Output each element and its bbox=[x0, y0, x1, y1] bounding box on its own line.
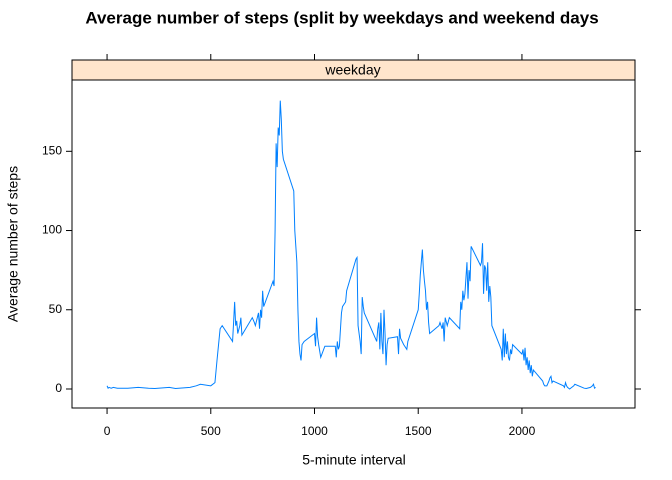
series-line bbox=[106, 100, 596, 390]
x-tick-label: 2000 bbox=[509, 424, 536, 438]
x-tick-label: 0 bbox=[104, 424, 111, 438]
y-tick-label: 100 bbox=[42, 223, 62, 237]
y-tick-label: 150 bbox=[42, 143, 62, 157]
y-axis-label: Average number of steps bbox=[5, 166, 21, 322]
y-tick-label: 0 bbox=[55, 381, 62, 395]
x-tick-label: 1000 bbox=[301, 424, 328, 438]
x-tick-label: 1500 bbox=[405, 424, 432, 438]
panel-border bbox=[71, 79, 636, 409]
chart-title: Average number of steps (split by weekda… bbox=[85, 8, 598, 27]
x-axis-label: 5-minute interval bbox=[302, 452, 406, 468]
y-tick-label: 50 bbox=[49, 302, 63, 316]
strip-label: weekday bbox=[324, 62, 380, 78]
x-tick-label: 500 bbox=[201, 424, 221, 438]
